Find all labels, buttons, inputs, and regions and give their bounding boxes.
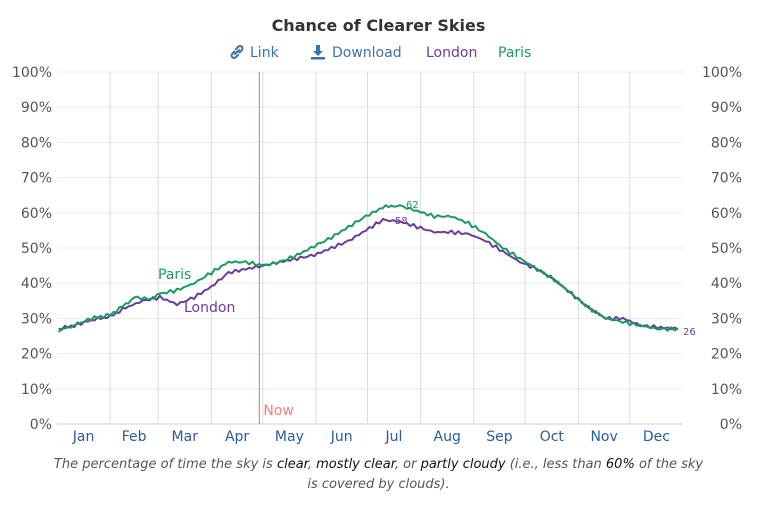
caption-sep: , or — [394, 457, 421, 472]
x-tick-label: Mar — [172, 429, 199, 445]
y-tick-label: 10% — [21, 382, 52, 398]
series-lines — [57, 204, 679, 333]
caption-mostly-clear: mostly clear — [316, 457, 395, 472]
y-tick-label: 50% — [21, 241, 52, 257]
link-button[interactable]: Link — [230, 44, 279, 62]
caption-text: The percentage of time the sky is — [53, 457, 277, 472]
peak-label-london: 58 — [395, 216, 408, 227]
y-tick-label: 0% — [30, 417, 52, 433]
y-tick-label: 80% — [711, 135, 742, 151]
chart-title: Chance of Clearer Skies — [271, 16, 486, 35]
y-axis-left: 0% 10% 20% 30% 40% 50% 60% 70% 80% 90% 100% — [12, 65, 52, 433]
series-label-paris: Paris — [158, 267, 191, 283]
x-axis: Jan Feb Mar Apr May Jun Jul Aug Sep Oct Nov Dec — [72, 429, 670, 445]
series-line-london — [58, 218, 679, 331]
y-tick-label: 60% — [711, 206, 742, 222]
y-tick-label: 100% — [12, 65, 52, 81]
caption-clear: clear — [276, 457, 308, 472]
x-tick-label: Nov — [590, 429, 617, 445]
y-tick-label: 10% — [711, 382, 742, 398]
chart-toolbar: Link Download London Paris — [0, 44, 757, 64]
y-tick-label: 70% — [711, 171, 742, 187]
y-tick-label: 50% — [711, 241, 742, 257]
x-tick-label: Oct — [540, 429, 565, 445]
legend-paris[interactable]: Paris — [498, 45, 532, 61]
download-icon — [311, 45, 325, 60]
series-label-london: London — [184, 300, 235, 316]
legend-london[interactable]: London — [426, 45, 478, 61]
y-tick-label: 30% — [21, 311, 52, 327]
y-tick-label: 30% — [711, 311, 742, 327]
caption-text: (i.e., less than — [505, 457, 606, 472]
gridlines — [57, 71, 683, 425]
chart-caption: The percentage of time the sky is clear,… — [50, 455, 707, 495]
y-tick-label: 70% — [21, 171, 52, 187]
caption-percent: 60% — [605, 457, 635, 472]
y-tick-label: 40% — [711, 276, 742, 292]
end-label-london: 26 — [683, 327, 696, 338]
series-line-paris — [57, 204, 679, 333]
x-tick-label: Jul — [385, 429, 403, 445]
x-tick-label: Feb — [122, 429, 147, 445]
y-tick-label: 90% — [711, 100, 742, 116]
x-tick-label: Sep — [486, 429, 513, 445]
y-tick-label: 90% — [21, 100, 52, 116]
peak-label-paris: 62 — [406, 200, 419, 211]
y-tick-label: 40% — [21, 276, 52, 292]
y-tick-label: 0% — [720, 417, 742, 433]
caption-partly-cloudy: partly cloudy — [420, 457, 506, 472]
y-tick-label: 60% — [21, 206, 52, 222]
x-tick-label: Dec — [643, 429, 670, 445]
y-tick-label: 20% — [21, 347, 52, 363]
x-tick-label: Jan — [72, 429, 95, 445]
y-tick-label: 100% — [702, 65, 742, 81]
y-axis-right: 0% 10% 20% 30% 40% 50% 60% 70% 80% 90% 100% — [702, 65, 742, 433]
x-tick-label: Apr — [225, 429, 249, 445]
y-tick-label: 20% — [711, 347, 742, 363]
download-button[interactable]: Download — [310, 44, 402, 62]
x-tick-label: Aug — [434, 429, 461, 445]
download-label: Download — [332, 45, 402, 61]
x-tick-label: May — [275, 429, 304, 445]
caption-text: of the sky is covered by clouds). — [307, 457, 704, 492]
x-tick-label: Jun — [330, 429, 353, 445]
link-icon — [230, 45, 244, 59]
link-label: Link — [250, 45, 279, 61]
caption-sep: , — [307, 457, 317, 472]
series-labels: Now Paris London 62 58 26 — [158, 200, 696, 419]
now-label: Now — [263, 403, 294, 419]
y-tick-label: 80% — [21, 135, 52, 151]
